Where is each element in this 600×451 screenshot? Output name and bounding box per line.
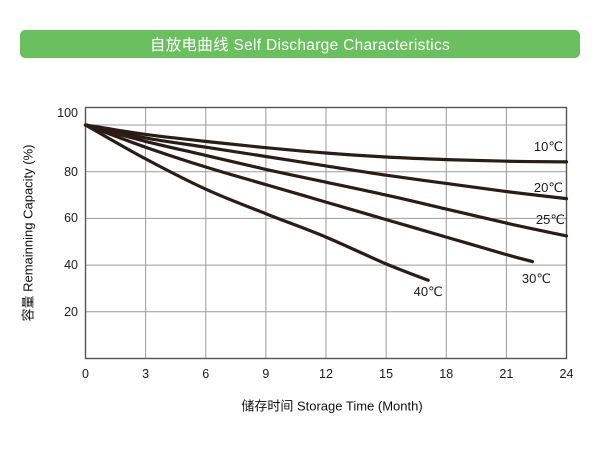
chart-title-banner: 自放电曲线 Self Discharge Characteristics (20, 30, 580, 58)
curve-label-25c: 25℃ (535, 211, 565, 227)
x-tick-label: 9 (262, 367, 270, 381)
y-axis-title: 容量 Remainning Capacity (%) (20, 144, 36, 322)
y-tick-label: 60 (64, 211, 78, 226)
plot-border (84, 106, 568, 360)
y-tick-label: 100 (57, 106, 78, 120)
curve-label-20c: 20℃ (533, 180, 563, 196)
y-tick-label: 20 (64, 304, 78, 319)
y-tick-label: 40 (64, 258, 78, 273)
curve-25c (83, 123, 569, 238)
curve-label-40c: 40℃ (413, 283, 443, 299)
curve-30c (83, 123, 534, 264)
x-axis-title: 储存时间 Storage Time (Month) (241, 398, 423, 414)
x-tick-label: 21 (499, 367, 514, 381)
x-tick-label: 6 (202, 367, 210, 381)
chart-title: 自放电曲线 Self Discharge Characteristics (149, 37, 451, 54)
x-tick-label: 12 (319, 367, 333, 381)
x-tick-label: 15 (379, 367, 394, 381)
x-tick-label: 3 (142, 367, 150, 381)
curve-10c (83, 123, 569, 164)
x-tick-label: 0 (82, 367, 89, 381)
x-tick-label: 24 (559, 367, 574, 381)
curve-label-30c: 30℃ (521, 271, 551, 287)
curve-label-10c: 10℃ (533, 139, 563, 155)
x-tick-label: 18 (439, 367, 454, 381)
y-tick-label: 80 (64, 164, 78, 179)
curve-40c (83, 123, 430, 282)
curve-20c (83, 123, 569, 201)
